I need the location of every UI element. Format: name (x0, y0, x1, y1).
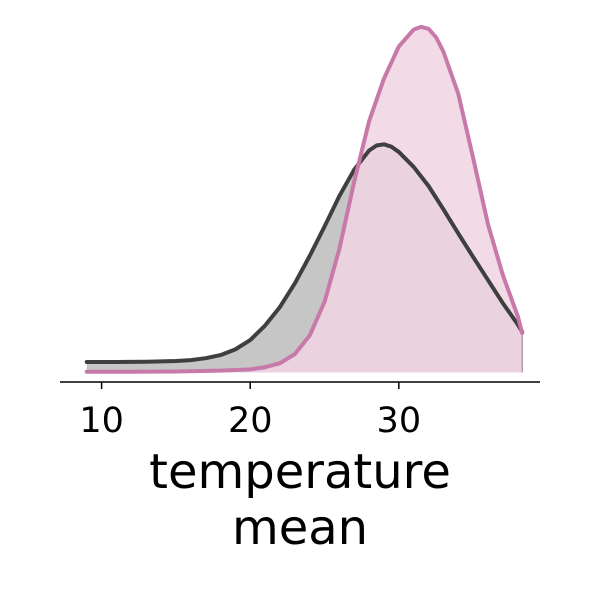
x-tick-label-30: 30 (377, 401, 422, 441)
x-tick-label-20: 20 (228, 401, 273, 441)
series-1-line (84, 142, 525, 364)
x-ticks: 10 20 30 (79, 382, 421, 441)
series-2-line (84, 24, 525, 374)
series-layer (84, 24, 525, 374)
x-axis-title-line-2: mean (232, 500, 368, 556)
series-2-area (86, 26, 523, 373)
x-axis-title-line-1: temperature (149, 444, 451, 500)
x-tick-label-10: 10 (79, 401, 124, 441)
